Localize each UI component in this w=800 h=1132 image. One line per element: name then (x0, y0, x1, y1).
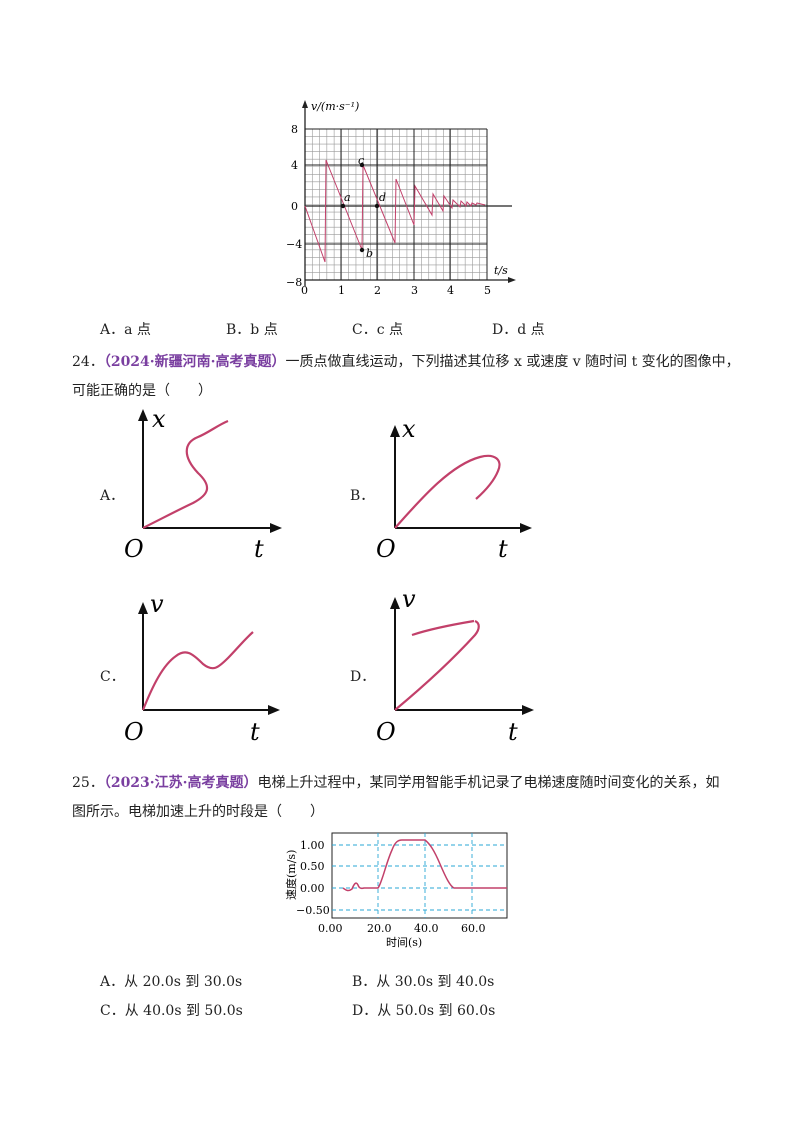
origin-label: O (124, 718, 144, 746)
axis-var: t (250, 718, 260, 746)
q25-x-tick: 40.0 (414, 922, 439, 935)
q23-label-a: a (344, 191, 351, 204)
axis-var: x (152, 405, 166, 433)
q23-x-tick: 1 (338, 284, 345, 296)
q25-y-tick: −0.50 (296, 904, 330, 917)
origin-label: O (376, 535, 396, 563)
q24-graph-b[interactable]: x O t (370, 405, 540, 565)
q23-x-tick: 4 (447, 284, 454, 296)
q24-d-curve-lower (394, 619, 480, 711)
q24-stem: 一质点做直线运动，下列描述其位移 x 或速度 v 随时间 t 变化的图像中， (285, 354, 740, 370)
q23-point-b (359, 247, 365, 253)
q25-y-tick: 0.00 (300, 882, 325, 895)
q24-b-curve (394, 454, 501, 529)
q23-x-tick: 0 (301, 284, 308, 296)
q24-number: 24． (72, 354, 104, 370)
q23-y-axis-label: v/(m·s⁻¹) (311, 100, 359, 113)
origin-label: O (124, 535, 144, 563)
arrow-head (520, 523, 532, 533)
q25-stem-line2: 图所示。电梯加速上升的时段是（ ） (72, 804, 324, 820)
q23-x-axis-label: t/s (494, 264, 508, 277)
arrow-head (522, 705, 534, 715)
q24-source: （2024·新疆河南·高考真题） (103, 354, 286, 370)
arrow-head (270, 523, 282, 533)
q23-label-c: c (358, 154, 364, 167)
q23-x-tick: 5 (484, 284, 491, 296)
q25-option-b[interactable]: B．从 30.0s 到 40.0s (352, 974, 495, 990)
arrow-head (138, 409, 148, 421)
q25-y-tick: 1.00 (300, 839, 325, 852)
q24-d-curve-upper (411, 619, 475, 637)
axis-var: v (402, 585, 416, 613)
arrow-head (268, 705, 280, 715)
q24-a-curve (142, 419, 229, 529)
q25-y-label: 速度(m/s) (284, 850, 298, 900)
q24-option-d-label[interactable]: D． (350, 669, 376, 685)
q24-c-curve (141, 631, 254, 711)
q23-y-tick: 0 (291, 200, 298, 213)
q23-y-tick: −4 (286, 238, 302, 251)
q23-vt-graph: v/(m·s⁻¹) t/s 8 4 0 −4 −8 0 1 2 3 4 5 a … (286, 100, 516, 296)
q23-option-c[interactable]: C．c 点 (352, 322, 404, 338)
q23-label-d: d (379, 191, 386, 204)
q25-x-label: 时间(s) (386, 936, 422, 949)
axis-var: t (498, 535, 508, 563)
axis-var: x (402, 415, 416, 443)
axis-var: t (254, 535, 264, 563)
q24-graph-c[interactable]: v O t (118, 590, 288, 750)
q23-x-tick: 3 (411, 284, 418, 296)
q23-curve (304, 159, 486, 263)
q24-stem-line2: 可能正确的是（ ） (72, 383, 212, 399)
q25-velocity-chart: 1.00 0.50 0.00 −0.50 0.00 20.0 40.0 60.0… (284, 832, 508, 949)
q23-option-d[interactable]: D．d 点 (492, 322, 545, 338)
axis-var: t (508, 718, 518, 746)
q23-x-arrow (508, 277, 516, 283)
q25-velocity-curve (342, 839, 507, 892)
q23-y-tick: 8 (291, 123, 298, 136)
q25-x-tick: 20.0 (367, 922, 392, 935)
q24-option-a-label[interactable]: A． (100, 488, 125, 504)
q23-label-b: b (366, 247, 373, 260)
q24-option-b-label[interactable]: B． (350, 488, 375, 504)
q25-y-tick: 0.50 (300, 860, 325, 873)
q23-y-tick: −8 (286, 276, 302, 289)
q25-stem-line1: 25．（2023·江苏·高考真题）电梯上升过程中，某同学用智能手机记录了电梯速度… (72, 773, 720, 793)
q23-point-d (374, 203, 380, 209)
q23-point-c (359, 162, 365, 168)
q24-graph-a[interactable]: x O t (118, 405, 288, 565)
q23-x-tick: 2 (374, 284, 381, 296)
q24-option-c-label[interactable]: C． (100, 669, 125, 685)
q23-option-b[interactable]: B．b 点 (226, 322, 278, 338)
q24-stem-line1: 24．（2024·新疆河南·高考真题）一质点做直线运动，下列描述其位移 x 或速… (72, 352, 740, 372)
q25-number: 25． (72, 775, 104, 791)
q25-stem: 电梯上升过程中，某同学用智能手机记录了电梯速度随时间变化的关系，如 (257, 775, 720, 791)
q25-x-tick: 0.00 (318, 922, 343, 935)
q23-option-a[interactable]: A．a 点 (100, 322, 151, 338)
q25-source: （2023·江苏·高考真题） (103, 775, 258, 791)
q23-y-tick: 4 (291, 159, 298, 172)
q25-plot-frame (331, 832, 508, 919)
arrow-head (138, 602, 148, 614)
q25-x-tick: 60.0 (461, 922, 486, 935)
q24-graph-d[interactable]: v O t (370, 585, 540, 750)
q25-option-d[interactable]: D．从 50.0s 到 60.0s (352, 1003, 496, 1019)
arrow-head (390, 425, 400, 437)
q23-point-a (340, 203, 346, 209)
arrow-head (390, 597, 400, 609)
q25-option-a[interactable]: A．从 20.0s 到 30.0s (100, 974, 243, 990)
origin-label: O (376, 718, 396, 746)
q25-grid (332, 833, 507, 918)
axis-var: v (150, 590, 164, 618)
q23-y-arrow (302, 100, 308, 108)
q25-option-c[interactable]: C．从 40.0s 到 50.0s (100, 1003, 243, 1019)
